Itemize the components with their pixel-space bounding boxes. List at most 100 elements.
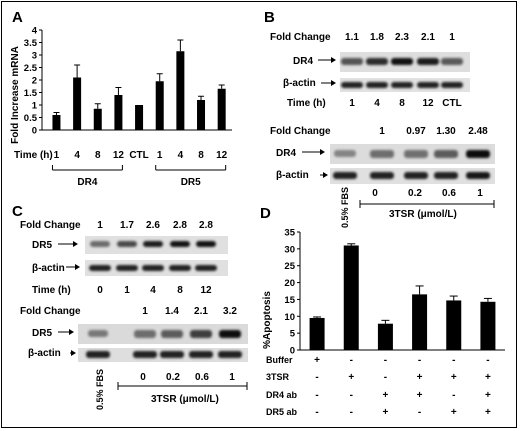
panel-a-xtick-label: 12 — [216, 150, 228, 161]
panel-c-bot-actin-band — [133, 351, 157, 358]
panel-a-letter: A — [12, 9, 23, 26]
panel-c-top-dr5-band — [196, 241, 216, 247]
panel-a-group-label: DR4 — [77, 177, 97, 188]
panel-b-bot-dr4-band — [466, 150, 490, 158]
panel-d-letter: D — [260, 205, 271, 222]
panel-b-bot-dr4-band — [370, 150, 394, 158]
panel-d-treatment-sign: - — [452, 390, 455, 401]
panel-c-bot-dose-value: 0.2 — [166, 372, 180, 383]
panel-d-ytick-label: 25 — [284, 261, 295, 272]
panel-b-top-time-value: 1 — [349, 98, 355, 109]
panel-b-top-time-value: 4 — [374, 98, 380, 109]
panel-b-bot-fold-label: Fold Change — [270, 126, 331, 137]
panel-b-top-fold-value: 1.1 — [345, 32, 359, 43]
panel-b-bot-dose-value: 0.2 — [408, 188, 422, 199]
panel-d-treatment-label: Buffer — [266, 355, 293, 365]
panel-b-top-row2: β-actin — [283, 78, 316, 89]
panel-a-bar — [52, 115, 61, 130]
panel-c-bot-dr5-band — [161, 330, 183, 338]
panel-d-bar — [309, 317, 325, 350]
panel-b-bot-dose-value: 1 — [477, 188, 483, 199]
panel-b-blots: Fold Change 1.1 1.8 2.3 2.1 1 DR4 β-actin Ti… — [270, 32, 495, 228]
panel-b-top-dr4-band — [366, 58, 388, 65]
panel-a-ytick-label: 3 — [32, 51, 37, 62]
panel-a-ytick-label: 3.5 — [24, 38, 38, 49]
panel-d-treatment-sign: - — [452, 355, 455, 366]
panel-c-top-actin-band — [169, 265, 191, 271]
panel-a-xtick-label: 1 — [157, 150, 163, 161]
panel-d-ytick-label: 10 — [284, 312, 295, 323]
panel-c-bot-actin-band — [218, 351, 242, 358]
panel-d-treatment-sign: + — [382, 407, 388, 418]
panel-c-bot-actin-band — [160, 351, 184, 358]
panel-c-top-actin-band — [89, 265, 111, 271]
panel-c-top-fold-value: 2.8 — [199, 220, 213, 231]
panel-d-treatment-sign: - — [384, 372, 387, 383]
panel-c-top-row2: β-actin — [32, 263, 65, 274]
panel-c-bot-fold-value: 3.2 — [223, 306, 237, 317]
panel-d-treatment-sign: + — [485, 390, 491, 401]
panel-b-top-row1: DR4 — [293, 56, 313, 67]
panel-d-treatment-sign: - — [384, 355, 387, 366]
panel-d-treatment-sign: + — [485, 407, 491, 418]
panel-a-ytick-label: 1 — [32, 101, 38, 112]
panel-c-top-actin-band — [116, 265, 138, 271]
panel-c-blots: Fold Change 1 1.7 2.6 2.8 2.8 DR5 β-actin Ti… — [20, 220, 248, 410]
panel-a-xtick-label: 8 — [198, 150, 204, 161]
panel-b-bot-dr4-band — [434, 150, 458, 158]
arrow-icon — [71, 350, 76, 356]
panel-a-xlabel: Time (h) — [14, 150, 53, 161]
panel-c-top-time-value: 12 — [200, 285, 212, 296]
panel-b-top-fold-label: Fold Change — [270, 32, 331, 43]
panel-d-ytick-label: 20 — [284, 278, 295, 289]
arrow-icon — [331, 80, 336, 86]
panel-d-treatment-label: 3TSR — [266, 372, 290, 382]
panel-a-ytick-label: 4 — [32, 26, 38, 37]
panel-a-ytick-label: 1.5 — [24, 88, 38, 99]
panel-d-treatment-sign: - — [315, 390, 318, 401]
panel-c-top-dr5-band — [90, 241, 110, 247]
panel-b-bot-fold-value: 1.30 — [436, 126, 456, 137]
panel-a-xtick-label: CTL — [129, 150, 148, 161]
panel-b-top-actin-band — [341, 82, 363, 88]
panel-d-ytick-label: 30 — [284, 244, 295, 255]
arrow-icon — [75, 264, 80, 270]
panel-c-top-dr5-band — [170, 241, 190, 247]
panel-c-top-time-label: Time (h) — [32, 285, 71, 296]
panel-d-treatment-sign: - — [350, 407, 353, 418]
panel-c-top-row1: DR5 — [32, 240, 52, 251]
panel-c-bot-row1: DR5 — [32, 328, 52, 339]
panel-d-treatment-sign: - — [418, 407, 421, 418]
panel-b-bot-row1: DR4 — [276, 148, 296, 159]
panel-b-top-time-value: CTL — [442, 98, 461, 109]
panel-a-ytick-label: 0 — [32, 126, 37, 137]
panel-d-treatment-sign: + — [451, 372, 457, 383]
panel-a-bar — [155, 81, 164, 130]
panel-d-treatment-sign: - — [315, 407, 318, 418]
panel-c-bot-fold-value: 2.1 — [194, 306, 208, 317]
panel-a-xtick-label: 4 — [178, 150, 184, 161]
panel-b-top-fold-value: 2.3 — [395, 32, 409, 43]
panel-b-bot-dose-value: 0 — [372, 188, 378, 199]
panel-b-top-actin-band — [417, 82, 439, 88]
panel-c-top-time-value: 0 — [97, 285, 103, 296]
arrow-icon — [323, 172, 328, 178]
panel-b-bot-control: 0.5% FBS — [340, 187, 350, 228]
arrow-icon — [320, 149, 325, 155]
panel-c-top-dr5-band — [117, 241, 137, 247]
panel-d-ytick-label: 15 — [284, 295, 295, 306]
panel-d-bar — [446, 300, 462, 350]
panel-c-bot-actin-band — [189, 351, 213, 358]
panel-b-top-fold-value: 2.1 — [421, 32, 435, 43]
panel-b-top-dr4-band — [441, 58, 463, 65]
panel-b-top-dr4-band — [341, 58, 363, 65]
panel-c-letter: C — [12, 203, 23, 220]
panel-d-treatment-sign: + — [314, 355, 320, 366]
panel-b-bot-actin-band — [333, 172, 357, 179]
panel-c-bot-actin-band — [86, 351, 110, 358]
panel-a-xtick-label: 4 — [74, 150, 80, 161]
panel-d-bar — [343, 245, 359, 350]
panel-d-treatment-sign: - — [350, 355, 353, 366]
panel-a-xtick-label: 1 — [54, 150, 60, 161]
panel-b-bot-actin-band — [434, 172, 458, 179]
